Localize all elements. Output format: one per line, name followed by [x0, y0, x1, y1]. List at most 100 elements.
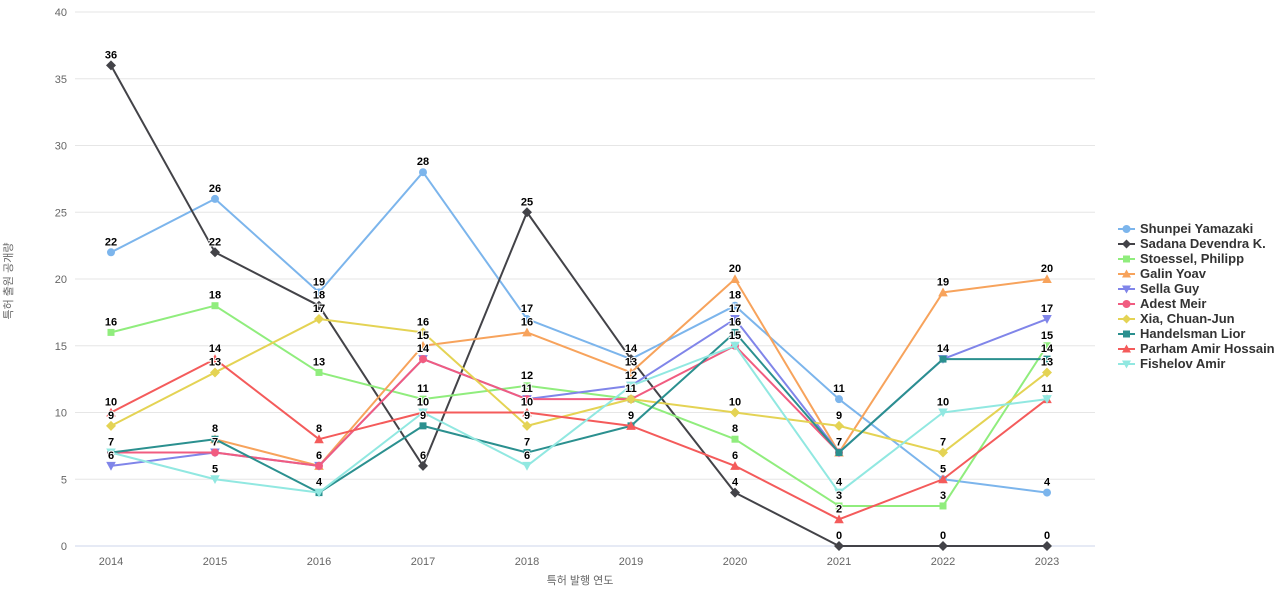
data-point-marker[interactable] — [938, 541, 948, 551]
legend-item-label: Stoessel, Philipp — [1140, 251, 1245, 266]
data-point-marker[interactable] — [835, 449, 843, 457]
legend-marker-icon — [1118, 255, 1135, 262]
data-point-label: 13 — [209, 356, 221, 368]
data-point-marker[interactable] — [1042, 274, 1052, 283]
y-tick-label: 5 — [61, 474, 67, 486]
data-point-marker[interactable] — [938, 474, 948, 484]
legend-item-galin-yoav[interactable]: Galin Yoav — [1118, 266, 1275, 281]
data-point-marker[interactable] — [314, 488, 324, 498]
series-xia-chuan-jun — [106, 314, 1052, 458]
data-point-marker[interactable] — [834, 488, 844, 498]
data-point-marker[interactable] — [418, 408, 428, 418]
data-point-marker[interactable] — [522, 327, 532, 337]
data-point-marker[interactable] — [418, 340, 428, 350]
legend-item-parham-amir-hossain[interactable]: Parham Amir Hossain — [1118, 341, 1275, 356]
data-point-marker[interactable] — [523, 449, 531, 457]
data-point-label: 12 — [625, 370, 637, 382]
legend-item-fishelov-amir[interactable]: Fishelov Amir — [1118, 356, 1275, 371]
data-point-marker[interactable] — [107, 248, 115, 257]
data-point-marker[interactable] — [211, 302, 219, 310]
data-point-marker[interactable] — [106, 461, 116, 471]
data-point-marker[interactable] — [522, 461, 532, 471]
data-point-marker[interactable] — [731, 328, 739, 336]
data-point-marker[interactable] — [106, 448, 116, 458]
data-point-marker[interactable] — [314, 300, 324, 311]
data-point-marker[interactable] — [938, 408, 948, 418]
data-point-marker[interactable] — [315, 461, 323, 470]
data-point-marker[interactable] — [106, 407, 116, 417]
data-point-marker[interactable] — [731, 301, 739, 310]
data-point-marker[interactable] — [107, 328, 115, 336]
data-point-marker[interactable] — [315, 368, 323, 376]
data-point-marker[interactable] — [523, 315, 531, 324]
data-point-marker[interactable] — [419, 395, 427, 403]
data-point-marker[interactable] — [522, 407, 532, 417]
data-point-marker[interactable] — [523, 382, 531, 390]
data-point-marker[interactable] — [939, 502, 947, 510]
data-point-label: 9 — [524, 410, 530, 422]
data-point-marker[interactable] — [315, 288, 323, 297]
data-point-marker[interactable] — [523, 395, 531, 404]
data-point-label: 9 — [420, 410, 426, 422]
data-point-marker[interactable] — [314, 434, 324, 444]
data-point-marker[interactable] — [210, 475, 220, 485]
data-point-marker[interactable] — [418, 460, 428, 471]
data-point-marker[interactable] — [938, 287, 948, 297]
data-point-marker[interactable] — [1043, 488, 1051, 497]
data-point-marker[interactable] — [626, 421, 636, 430]
data-point-marker[interactable] — [730, 461, 740, 470]
data-point-marker[interactable] — [626, 394, 636, 405]
data-point-marker[interactable] — [626, 381, 636, 391]
legend-item-handelsman-lior[interactable]: Handelsman Lior — [1118, 326, 1275, 341]
data-point-label: 5 — [940, 463, 946, 475]
data-point-marker[interactable] — [314, 314, 324, 325]
data-point-marker[interactable] — [1042, 367, 1052, 378]
legend-item-adest-meir[interactable]: Adest Meir — [1118, 296, 1275, 311]
data-point-marker[interactable] — [1042, 315, 1052, 324]
data-point-marker[interactable] — [835, 502, 843, 510]
legend-item-xia-chuan-jun[interactable]: Xia, Chuan-Jun — [1118, 311, 1275, 326]
data-point-marker[interactable] — [522, 420, 532, 431]
legend-item-sadana-devendra-k-[interactable]: Sadana Devendra K. — [1118, 236, 1275, 251]
data-point-marker[interactable] — [210, 247, 220, 258]
data-point-marker[interactable] — [419, 355, 427, 364]
data-point-marker[interactable] — [939, 355, 947, 363]
data-point-marker[interactable] — [1042, 395, 1052, 404]
data-point-marker[interactable] — [1042, 541, 1052, 551]
data-point-marker[interactable] — [730, 341, 740, 351]
data-point-marker[interactable] — [1043, 355, 1051, 363]
data-point-marker[interactable] — [210, 354, 220, 364]
data-point-marker[interactable] — [211, 448, 219, 457]
data-point-label: 36 — [105, 49, 117, 61]
data-point-marker[interactable] — [730, 407, 740, 418]
data-point-marker[interactable] — [418, 327, 428, 338]
legend-item-shunpei-yamazaki[interactable]: Shunpei Yamazaki — [1118, 221, 1275, 236]
data-point-marker[interactable] — [522, 207, 532, 218]
data-point-marker[interactable] — [1043, 342, 1051, 350]
data-point-marker[interactable] — [938, 447, 948, 458]
data-point-marker[interactable] — [730, 315, 740, 324]
data-point-marker[interactable] — [834, 541, 844, 551]
legend-item-stoessel-philipp[interactable]: Stoessel, Philipp — [1118, 251, 1275, 266]
legend-marker-icon — [1118, 314, 1135, 323]
data-point-marker[interactable] — [211, 435, 219, 443]
data-point-marker[interactable] — [834, 514, 844, 524]
data-point-marker[interactable] — [626, 354, 636, 365]
data-point-marker[interactable] — [210, 367, 220, 378]
data-point-label: 2 — [836, 503, 842, 515]
data-point-marker[interactable] — [419, 168, 427, 177]
data-point-marker[interactable] — [626, 367, 636, 377]
data-point-marker[interactable] — [731, 435, 739, 443]
data-point-label: 14 — [417, 343, 430, 355]
data-point-marker[interactable] — [835, 395, 843, 404]
data-point-marker[interactable] — [834, 420, 844, 431]
data-point-marker[interactable] — [419, 422, 427, 430]
data-point-marker[interactable] — [106, 60, 116, 71]
data-point-marker[interactable] — [730, 487, 740, 498]
legend-item-sella-guy[interactable]: Sella Guy — [1118, 281, 1275, 296]
data-point-label: 10 — [105, 397, 117, 409]
data-point-label: 6 — [316, 450, 322, 462]
data-point-marker[interactable] — [106, 420, 116, 431]
data-point-marker[interactable] — [730, 274, 740, 283]
data-point-marker[interactable] — [211, 194, 219, 203]
